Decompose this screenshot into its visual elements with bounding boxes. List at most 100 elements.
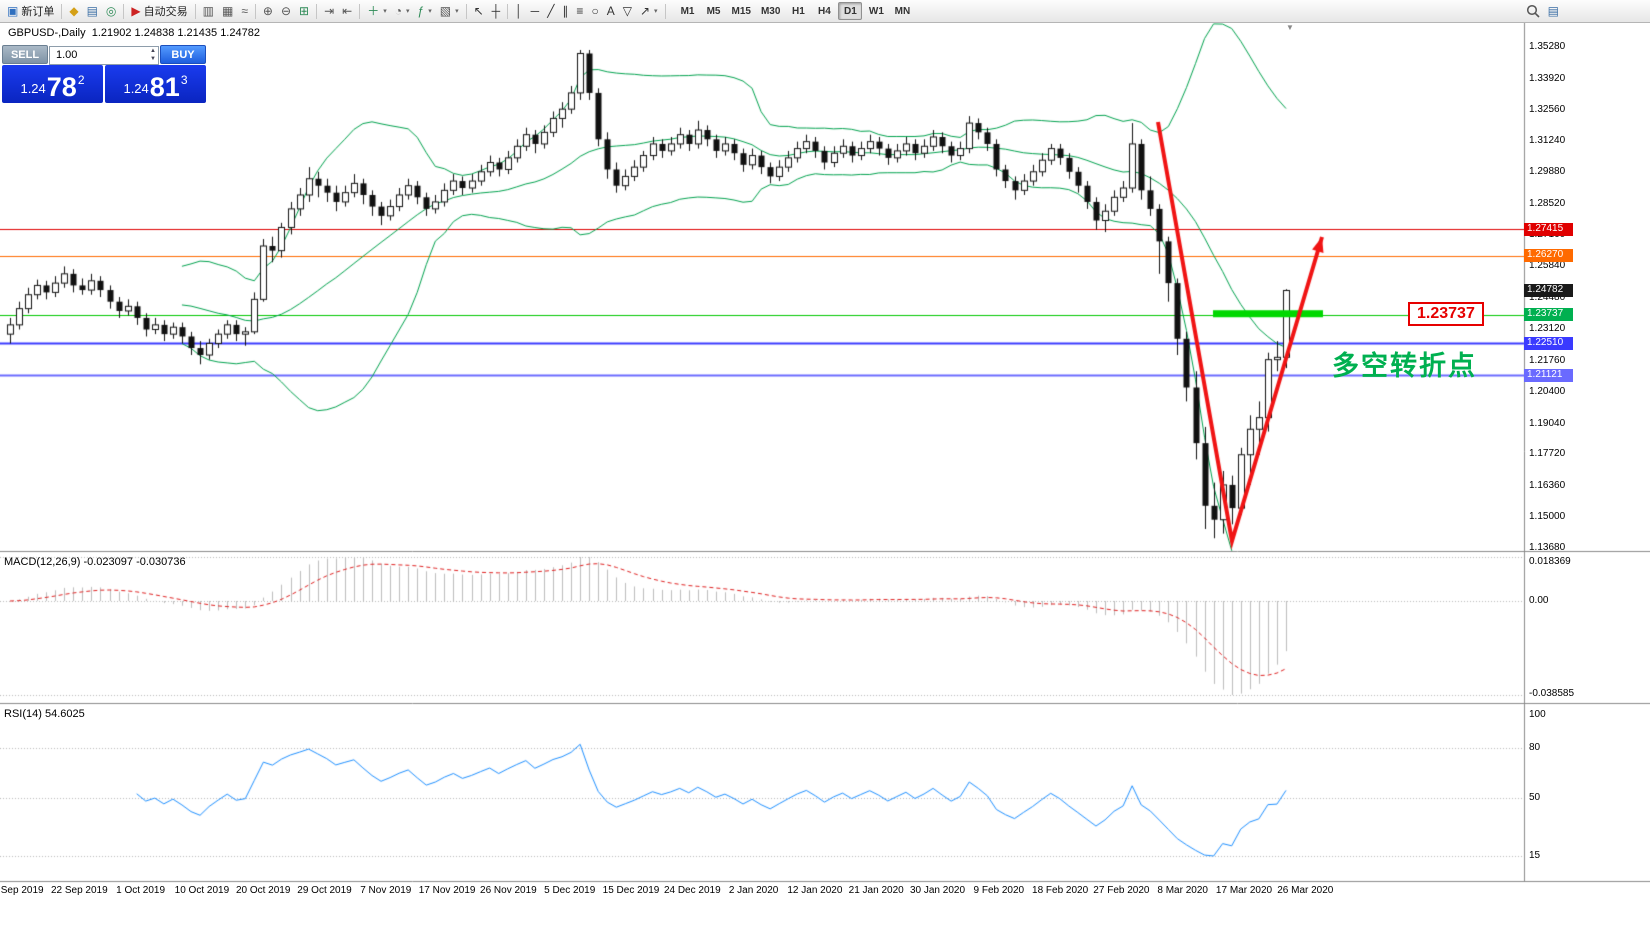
label-button[interactable]: ▽ bbox=[619, 1, 636, 21]
templates-button[interactable]: ▧ ▾ bbox=[436, 1, 463, 21]
text-icon: A bbox=[606, 4, 615, 18]
dropdown-caret-icon: ▾ bbox=[383, 8, 387, 15]
toolbar-separator bbox=[664, 3, 666, 19]
shapes-icon: ○ bbox=[591, 4, 599, 18]
timeframe-button-h1[interactable]: H1 bbox=[786, 2, 810, 20]
cursor-icon: ↖ bbox=[473, 4, 484, 18]
price-axis-label: 1.19040 bbox=[1529, 417, 1566, 429]
search-button[interactable] bbox=[1522, 1, 1544, 21]
sell-button[interactable]: SELL bbox=[2, 45, 48, 64]
periods-button[interactable]: ◔ ▾ bbox=[391, 1, 414, 21]
candlestick-chart-button[interactable]: ▦ bbox=[218, 1, 237, 21]
new-chart-button[interactable]: ＋ ▾ bbox=[363, 1, 391, 21]
autotrading-button-label: 自动交易 bbox=[143, 6, 188, 18]
toolbar-separator bbox=[194, 3, 196, 19]
timeframe-toolbar: M1 M5 M15 M30 H1 H4 D1 W1 MN bbox=[675, 2, 916, 20]
date-axis-label: 29 Oct 2019 bbox=[297, 885, 352, 896]
market-watch-button[interactable]: ◆ bbox=[65, 1, 82, 21]
candlestick-chart-icon: ▦ bbox=[221, 4, 234, 18]
clock-icon: ◔ bbox=[394, 4, 403, 18]
toolbar-buttons: ▣ 新订单 ◆ ▤ ◎ ▶ 自动交易 ▥ ▦ ≈ ⊕ ⊖ ⊞ ⇥ ⇤ ＋ ▾ ◔ ▾ ƒ ▾ ▧ ▾ ↖ ┼ │ ─ ╱ ∥ ≡ ○ A ▽ ↗ ▾ bbox=[3, 1, 669, 21]
timeframe-button-m1[interactable]: M1 bbox=[676, 2, 700, 20]
new-order-icon: ▣ bbox=[7, 4, 19, 18]
timeframe-button-h4[interactable]: H4 bbox=[812, 2, 836, 20]
buy-price-display[interactable]: 1.24 81 3 bbox=[105, 65, 206, 103]
trendline-button[interactable]: ╱ bbox=[543, 1, 558, 21]
sell-price-pipette: 2 bbox=[77, 73, 85, 87]
rsi-axis-label: 15 bbox=[1529, 850, 1541, 862]
macd-axis-label: 0.00 bbox=[1529, 595, 1549, 606]
price-callout-label[interactable]: 1.23737 bbox=[1408, 302, 1484, 326]
chart-shift-button[interactable]: ⇤ bbox=[338, 1, 356, 21]
timeframe-button-m30[interactable]: M30 bbox=[757, 2, 784, 20]
volume-input[interactable] bbox=[49, 45, 159, 65]
chart-shift-marker-icon[interactable]: ▼ bbox=[1286, 23, 1294, 32]
trade-prices-row: 1.24 78 2 1.24 81 3 bbox=[2, 65, 206, 103]
price-axis-label: 1.24480 bbox=[1529, 291, 1566, 303]
buy-button[interactable]: BUY bbox=[160, 45, 206, 64]
date-axis-label: 5 Dec 2019 bbox=[544, 885, 596, 896]
panel-toggle-button[interactable]: ▤ bbox=[1544, 1, 1563, 21]
volume-up-icon[interactable]: ▲ bbox=[150, 48, 156, 54]
shapes-button[interactable]: ○ bbox=[587, 1, 602, 21]
buy-price-pips: 81 bbox=[149, 72, 180, 102]
auto-scroll-button[interactable]: ⇥ bbox=[320, 1, 338, 21]
data-window-icon: ▤ bbox=[86, 4, 98, 18]
date-axis-label: 2 Jan 2020 bbox=[728, 885, 779, 896]
new-order-button[interactable]: ▣ 新订单 bbox=[3, 1, 58, 21]
navigator-button[interactable]: ◎ bbox=[102, 1, 120, 21]
sell-price-pips: 78 bbox=[46, 72, 77, 102]
timeframe-button-m5[interactable]: M5 bbox=[702, 2, 726, 20]
indicators-button[interactable]: ƒ ▾ bbox=[414, 1, 436, 21]
data-window-button[interactable]: ▤ bbox=[83, 1, 102, 21]
zoom-in-icon: ⊕ bbox=[262, 4, 273, 18]
zoom-in-button[interactable]: ⊕ bbox=[259, 1, 277, 21]
search-icon bbox=[1526, 4, 1540, 18]
price-axis-label: 1.25840 bbox=[1529, 259, 1566, 271]
timeframe-button-w1[interactable]: W1 bbox=[864, 2, 888, 20]
turning-point-annotation[interactable]: 多空转折点 bbox=[1332, 351, 1477, 381]
price-axis-label: 1.33920 bbox=[1529, 72, 1566, 84]
price-tag: 1.21121 bbox=[1524, 368, 1573, 382]
date-axis-label: 22 Sep 2019 bbox=[50, 885, 108, 896]
date-axis-label: 21 Jan 2020 bbox=[848, 885, 904, 896]
sell-price-display[interactable]: 1.24 78 2 bbox=[2, 65, 103, 103]
fibonacci-button[interactable]: ≡ bbox=[572, 1, 587, 21]
dropdown-caret-icon: ▾ bbox=[654, 8, 658, 15]
cursor-button[interactable]: ↖ bbox=[470, 1, 488, 21]
toolbar-separator bbox=[61, 3, 63, 19]
one-click-trading-panel: SELL ▲ ▼ BUY 1.24 78 2 1.24 81 3 bbox=[2, 45, 206, 103]
price-axis-label: 1.31240 bbox=[1529, 134, 1566, 146]
autotrading-button[interactable]: ▶ 自动交易 bbox=[127, 1, 191, 21]
volume-down-icon[interactable]: ▼ bbox=[150, 56, 156, 62]
timeframe-button-mn[interactable]: MN bbox=[890, 2, 914, 20]
crosshair-icon: ┼ bbox=[491, 4, 501, 18]
template-icon: ▧ bbox=[439, 4, 452, 18]
symbol-ohlc-line: GBPUSD-,Daily 1.21902 1.24838 1.21435 1.… bbox=[8, 27, 260, 39]
channel-button[interactable]: ∥ bbox=[558, 1, 572, 21]
toolbar: ▣ 新订单 ◆ ▤ ◎ ▶ 自动交易 ▥ ▦ ≈ ⊕ ⊖ ⊞ ⇥ ⇤ ＋ ▾ ◔ ▾ ƒ ▾ ▧ ▾ ↖ ┼ │ ─ ╱ ∥ ≡ ○ A ▽ ↗ ▾… bbox=[0, 0, 1650, 23]
arrows-button[interactable]: ↗ ▾ bbox=[636, 1, 662, 21]
zoom-out-button[interactable]: ⊖ bbox=[277, 1, 295, 21]
timeframe-button-d1[interactable]: D1 bbox=[838, 2, 863, 20]
price-axis-label: 1.13680 bbox=[1529, 542, 1566, 553]
date-axis-label: 26 Nov 2019 bbox=[480, 885, 537, 896]
text-button[interactable]: A bbox=[603, 1, 619, 21]
vertical-line-button[interactable]: │ bbox=[511, 1, 527, 21]
macd-indicator-label: MACD(12,26,9) -0.023097 -0.030736 bbox=[4, 556, 186, 568]
price-axis-label: 1.29880 bbox=[1529, 166, 1566, 178]
horizontal-line-button[interactable]: ─ bbox=[527, 1, 544, 21]
tile-windows-button[interactable]: ⊞ bbox=[295, 1, 313, 21]
date-axis-label: 17 Mar 2020 bbox=[1215, 885, 1273, 896]
line-chart-button[interactable]: ≈ bbox=[237, 1, 252, 21]
auto-scroll-icon: ⇥ bbox=[324, 4, 335, 18]
bar-chart-button[interactable]: ▥ bbox=[199, 1, 218, 21]
date-axis-label: 1 Oct 2019 bbox=[116, 885, 166, 896]
date-axis-label: 20 Oct 2019 bbox=[235, 885, 291, 896]
dropdown-caret-icon: ▾ bbox=[428, 8, 432, 15]
price-axis-label: 1.21760 bbox=[1529, 354, 1566, 366]
crosshair-button[interactable]: ┼ bbox=[488, 1, 505, 21]
timeframe-button-m15[interactable]: M15 bbox=[728, 2, 755, 20]
